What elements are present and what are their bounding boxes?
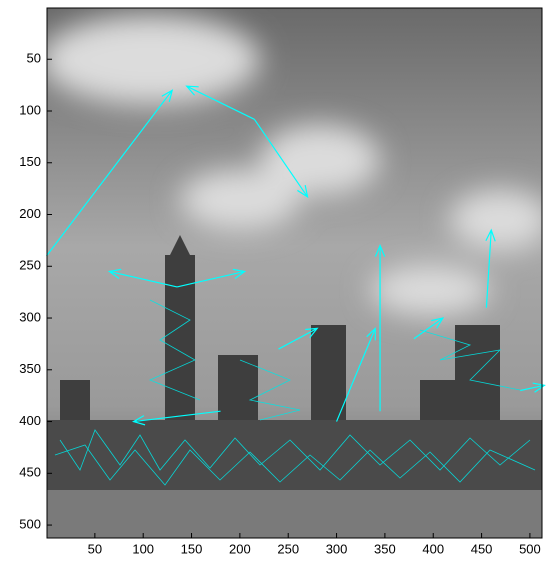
y-tick-label: 400 (19, 413, 41, 428)
y-tick-label: 250 (19, 258, 41, 273)
y-tick-label: 150 (19, 154, 41, 169)
chart: 50 100 150 200 250 300 350 400 450 500 50 100 150 200… (0, 0, 549, 562)
x-tick-label: 500 (519, 541, 541, 556)
y-tick-label: 300 (19, 309, 41, 324)
x-tick-label: 400 (422, 541, 444, 556)
page: 50 100 150 200 250 300 350 400 450 500 50 100 150 200… (0, 0, 549, 562)
x-tick-label: 100 (132, 541, 154, 556)
x-tick-label: 250 (277, 541, 299, 556)
x-tick-label: 150 (181, 541, 203, 556)
x-tick-label: 300 (326, 541, 348, 556)
x-tick-label: 350 (374, 541, 396, 556)
y-tick-label: 100 (19, 102, 41, 117)
x-tick-label: 200 (229, 541, 251, 556)
y-tick-label: 200 (19, 206, 41, 221)
y-tick-label: 50 (27, 51, 41, 66)
y-tick-label: 350 (19, 361, 41, 376)
y-tick-label: 500 (19, 516, 41, 531)
x-tick-label: 450 (471, 541, 493, 556)
y-tick-label: 450 (19, 465, 41, 480)
x-tick-label: 50 (88, 541, 102, 556)
